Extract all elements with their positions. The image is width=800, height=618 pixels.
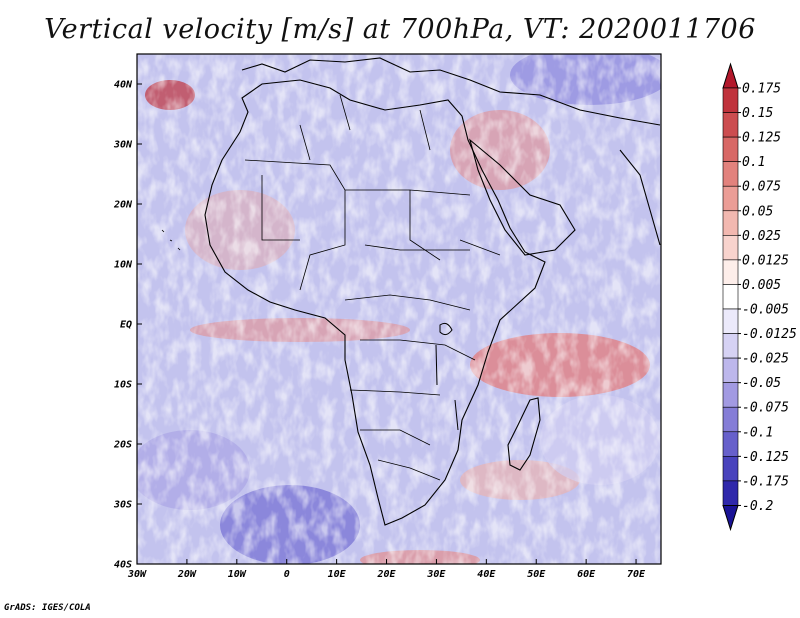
lon-tick-label: 10W — [228, 569, 247, 580]
lat-tick-label: EQ — [120, 320, 132, 331]
colorbar-label: 0.1 — [742, 155, 765, 170]
colorbar-label: 0.075 — [742, 180, 781, 195]
colorbar-label: -0.05 — [742, 376, 781, 391]
lon-tick-label: 60E — [577, 569, 596, 580]
europe-coastline — [241, 57, 661, 126]
colorbar-label: 0.025 — [742, 229, 781, 244]
velocity-field — [137, 54, 661, 564]
colorbar: 0.175 0.15 0.125 0.1 0.075 0.05 0.025 0.0125 0.0… — [722, 62, 797, 532]
colorbar-segment — [722, 112, 739, 138]
colorbar-label: -0.125 — [742, 450, 789, 465]
latitude-axis: 40N 30N 20N 10N EQ 10S 20S 30S 40S — [113, 80, 142, 571]
country-borders — [244, 94, 501, 481]
lon-tick-label: 10E — [328, 569, 347, 580]
colorbar-label: 0.175 — [742, 82, 781, 97]
colorbar-label: 0.005 — [742, 278, 781, 293]
colorbar-segment — [722, 284, 739, 310]
coastlines — [161, 57, 661, 526]
lat-tick-label: 10S — [114, 380, 132, 391]
lat-tick-label: 30N — [113, 140, 133, 151]
longitude-axis: 30W 20W 10W 0 10E 20E 30E 40E 50E 60E 70E — [127, 559, 646, 580]
lon-tick-label: 20E — [376, 569, 396, 580]
colorbar-segment — [722, 456, 739, 482]
colorbar-segment — [722, 406, 739, 433]
colorbar-segment — [722, 210, 739, 236]
rift-lakes — [435, 322, 459, 431]
plot-frame — [136, 53, 662, 565]
lat-tick-label: 40S — [114, 560, 132, 571]
colorbar-segment — [722, 333, 739, 359]
colorbar-segment — [722, 235, 739, 261]
lat-tick-label: 30S — [113, 500, 132, 511]
colorbar-segment — [722, 382, 739, 408]
colorbar-top-arrow — [722, 62, 739, 89]
africa-coastline — [204, 79, 546, 526]
colorbar-label: -0.025 — [742, 352, 789, 367]
colorbar-label: 0.125 — [742, 131, 781, 146]
map-title: Vertical velocity [m/s] at 700hPa, VT: 2… — [44, 14, 756, 45]
lon-tick-label: 30W — [127, 569, 147, 580]
lat-tick-label: 20S — [113, 440, 132, 451]
colorbar-segment — [722, 161, 739, 187]
colorbar-label: -0.0125 — [742, 327, 797, 342]
colorbar-label: 0.05 — [742, 204, 773, 219]
colorbar-segment — [722, 185, 739, 212]
lon-tick-label: 50E — [527, 569, 546, 580]
india-coastline — [619, 149, 661, 246]
lon-tick-label: 40E — [477, 569, 496, 580]
colorbar-segment — [722, 431, 739, 457]
lat-tick-label: 10N — [114, 260, 133, 271]
lon-tick-label: 30E — [426, 569, 446, 580]
madagascar-coastline — [507, 397, 541, 471]
lon-tick-label: 20W — [177, 569, 197, 580]
lon-tick-label: 0 — [284, 569, 290, 580]
colorbar-label: -0.005 — [742, 303, 789, 318]
canary-islands — [161, 229, 181, 251]
colorbar-segment — [722, 136, 739, 162]
colorbar-segment — [722, 87, 739, 113]
colorbar-segment — [722, 259, 739, 285]
lat-tick-label: 20N — [113, 200, 133, 211]
arabia-coastline — [469, 138, 576, 256]
colorbar-segment — [722, 308, 739, 334]
colorbar-label: -0.175 — [742, 474, 789, 489]
colorbar-segment — [722, 357, 739, 383]
lon-tick-label: 70E — [627, 569, 646, 580]
colorbar-label: -0.1 — [742, 425, 773, 440]
colorbar-label: -0.2 — [742, 499, 773, 514]
colorbar-segment — [722, 480, 739, 506]
colorbar-label: 0.0125 — [742, 253, 789, 268]
grads-credit: GrADS: IGES/COLA — [4, 603, 91, 613]
colorbar-bottom-arrow — [722, 504, 739, 532]
colorbar-label: 0.15 — [742, 106, 773, 121]
lat-tick-label: 40N — [114, 80, 133, 91]
colorbar-label: -0.075 — [742, 401, 789, 416]
